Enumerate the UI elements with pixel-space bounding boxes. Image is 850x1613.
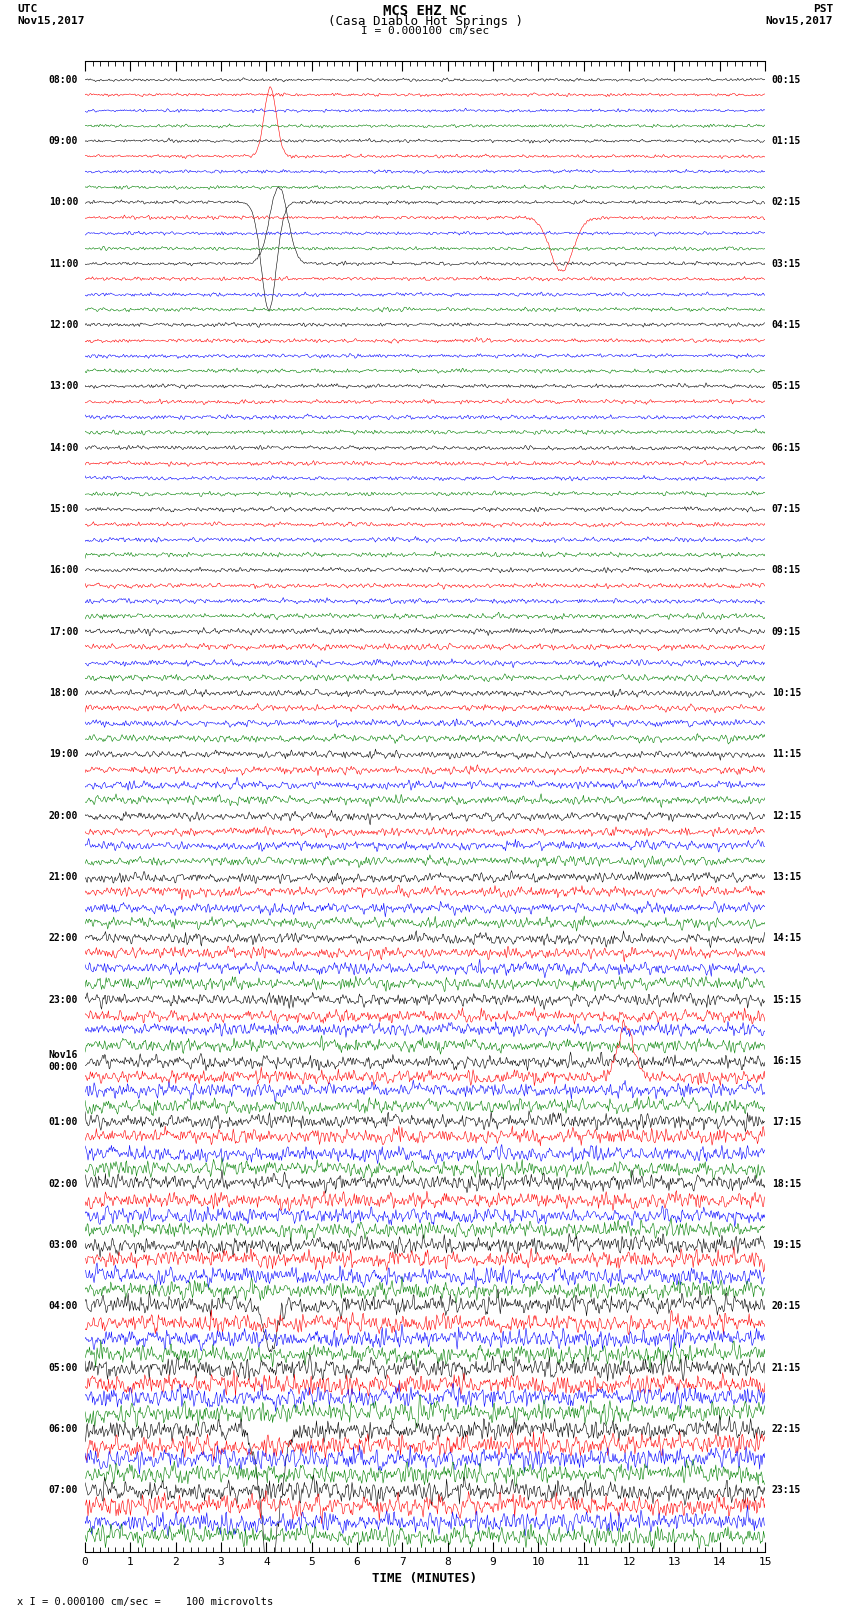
Text: 18:15: 18:15 (772, 1179, 802, 1189)
Text: 04:00: 04:00 (48, 1302, 78, 1311)
Text: 05:15: 05:15 (772, 381, 802, 392)
Text: 13:00: 13:00 (48, 381, 78, 392)
Text: 21:15: 21:15 (772, 1363, 802, 1373)
Text: x I = 0.000100 cm/sec =    100 microvolts: x I = 0.000100 cm/sec = 100 microvolts (17, 1597, 273, 1607)
Text: 15:15: 15:15 (772, 995, 802, 1005)
Text: 12:00: 12:00 (48, 319, 78, 331)
Text: 08:00: 08:00 (48, 74, 78, 85)
Text: 15:00: 15:00 (48, 503, 78, 515)
Text: 02:15: 02:15 (772, 197, 802, 208)
Text: 06:15: 06:15 (772, 442, 802, 453)
Text: 04:15: 04:15 (772, 319, 802, 331)
Text: 00:15: 00:15 (772, 74, 802, 85)
X-axis label: TIME (MINUTES): TIME (MINUTES) (372, 1573, 478, 1586)
Text: I = 0.000100 cm/sec: I = 0.000100 cm/sec (361, 26, 489, 35)
Text: 22:00: 22:00 (48, 934, 78, 944)
Text: PST: PST (813, 5, 833, 15)
Text: 09:15: 09:15 (772, 627, 802, 637)
Text: 20:15: 20:15 (772, 1302, 802, 1311)
Text: 17:15: 17:15 (772, 1118, 802, 1127)
Text: 02:00: 02:00 (48, 1179, 78, 1189)
Text: 22:15: 22:15 (772, 1424, 802, 1434)
Text: 06:00: 06:00 (48, 1424, 78, 1434)
Text: 10:15: 10:15 (772, 689, 802, 698)
Text: 19:15: 19:15 (772, 1240, 802, 1250)
Text: UTC: UTC (17, 5, 37, 15)
Text: 08:15: 08:15 (772, 566, 802, 576)
Text: 16:15: 16:15 (772, 1057, 802, 1066)
Text: 16:00: 16:00 (48, 566, 78, 576)
Text: 11:15: 11:15 (772, 750, 802, 760)
Text: 07:00: 07:00 (48, 1486, 78, 1495)
Text: 07:15: 07:15 (772, 503, 802, 515)
Text: 14:00: 14:00 (48, 442, 78, 453)
Text: 01:00: 01:00 (48, 1118, 78, 1127)
Text: 23:15: 23:15 (772, 1486, 802, 1495)
Text: 17:00: 17:00 (48, 627, 78, 637)
Text: 03:15: 03:15 (772, 258, 802, 269)
Text: 12:15: 12:15 (772, 811, 802, 821)
Text: 09:00: 09:00 (48, 135, 78, 147)
Text: 23:00: 23:00 (48, 995, 78, 1005)
Text: 03:00: 03:00 (48, 1240, 78, 1250)
Text: Nov15,2017: Nov15,2017 (766, 16, 833, 26)
Text: 14:15: 14:15 (772, 934, 802, 944)
Text: MCS EHZ NC: MCS EHZ NC (383, 5, 467, 18)
Text: 05:00: 05:00 (48, 1363, 78, 1373)
Text: 13:15: 13:15 (772, 873, 802, 882)
Text: (Casa Diablo Hot Springs ): (Casa Diablo Hot Springs ) (327, 16, 523, 29)
Text: Nov15,2017: Nov15,2017 (17, 16, 84, 26)
Text: Nov16
00:00: Nov16 00:00 (48, 1050, 78, 1071)
Text: 18:00: 18:00 (48, 689, 78, 698)
Text: 20:00: 20:00 (48, 811, 78, 821)
Text: 21:00: 21:00 (48, 873, 78, 882)
Text: 10:00: 10:00 (48, 197, 78, 208)
Text: 01:15: 01:15 (772, 135, 802, 147)
Text: 19:00: 19:00 (48, 750, 78, 760)
Text: 11:00: 11:00 (48, 258, 78, 269)
